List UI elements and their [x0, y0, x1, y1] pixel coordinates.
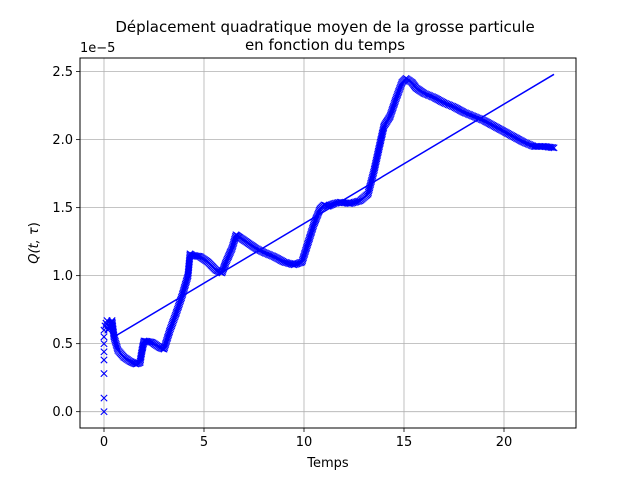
x-axis-label: Temps	[306, 456, 349, 471]
y-axis-label-close: )	[27, 222, 42, 227]
data-point-marker	[138, 348, 146, 356]
x-tick-label: 10	[296, 435, 313, 450]
data-point-marker	[547, 143, 555, 151]
y-offset-text: 1e−5	[80, 41, 115, 56]
y-tick-label: 1.0	[52, 269, 73, 284]
x-tick-label: 15	[396, 435, 413, 450]
data-point-marker	[100, 340, 108, 348]
x-tick-label: 5	[200, 435, 208, 450]
data-layer	[100, 73, 558, 416]
chart-title-line1: Déplacement quadratique moyen de la gros…	[115, 18, 534, 36]
data-point-marker	[100, 348, 108, 356]
data-point-marker	[548, 143, 557, 152]
data-point-marker	[100, 356, 108, 364]
data-point-marker	[100, 333, 108, 341]
data-point-marker	[550, 144, 558, 152]
x-tick-label: 0	[100, 435, 108, 450]
y-tick-label: 2.5	[52, 65, 73, 80]
y-tick-label: 0.0	[52, 405, 73, 420]
y-axis-label-greek: τ	[27, 227, 42, 235]
data-point-marker	[195, 252, 203, 260]
chart-title-line2: en fonction du temps	[245, 36, 405, 54]
y-tick-label: 0.5	[52, 337, 73, 352]
tick-layer: 0 5 10 15 20 0.0 0.5 1.0 1.5 2.0 2.5	[52, 65, 512, 450]
data-point-marker	[100, 394, 108, 402]
series-group	[100, 73, 558, 416]
y-tick-label: 1.5	[52, 201, 73, 216]
x-tick-label: 20	[496, 435, 513, 450]
y-axis-label-main: Q(t,	[27, 235, 42, 264]
y-tick-label: 2.0	[52, 133, 73, 148]
data-point-marker	[147, 338, 155, 346]
y-axis-label: Q(t, τ)	[27, 222, 42, 264]
data-point-marker	[100, 369, 108, 378]
data-point-marker	[100, 408, 108, 416]
plot-frame	[79, 57, 577, 429]
